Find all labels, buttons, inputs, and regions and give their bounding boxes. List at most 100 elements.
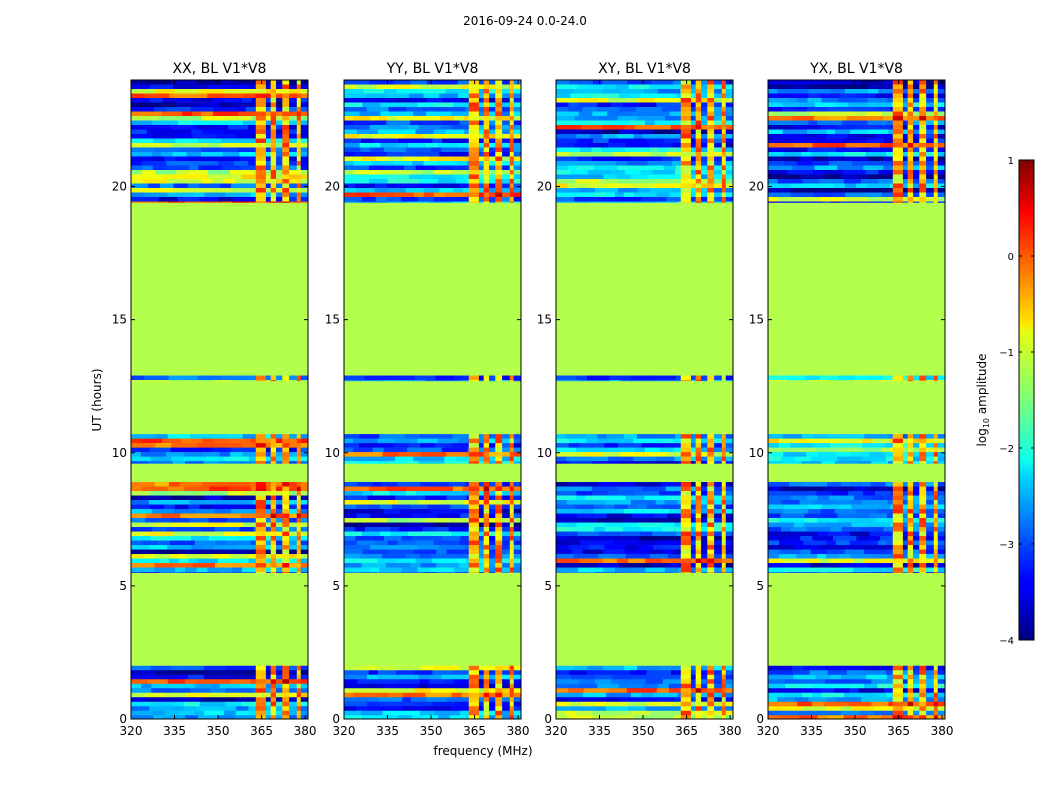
spectrogram-cell xyxy=(366,107,389,112)
spectrogram-cell xyxy=(468,461,470,464)
spectrogram-cell xyxy=(568,679,580,685)
spectrogram-cell xyxy=(206,161,219,166)
rfi-cell xyxy=(706,715,715,719)
spectrogram-cell xyxy=(265,558,271,564)
rfi-cell xyxy=(933,715,939,719)
rfi-cell xyxy=(281,174,290,180)
rfi-cell xyxy=(695,170,702,175)
rfi-cell xyxy=(706,670,715,676)
spectrogram-cell xyxy=(725,545,733,550)
spectrogram-cell xyxy=(664,443,682,448)
spectrogram-cell xyxy=(430,674,442,680)
spectrogram-cell xyxy=(489,80,496,85)
spectrogram-cell xyxy=(861,456,887,462)
spectrogram-cell xyxy=(489,504,496,510)
spectrogram-cell xyxy=(714,192,722,198)
spectrogram-cell xyxy=(245,549,257,555)
rfi-cell xyxy=(695,120,702,126)
spectrogram-cell xyxy=(556,692,566,698)
spectrogram-cell xyxy=(701,120,708,126)
spectrogram-cell xyxy=(603,549,625,555)
rfi-cell xyxy=(907,522,914,528)
spectrogram-cell xyxy=(196,80,222,85)
rfi-cell xyxy=(918,710,927,716)
spectrogram-cell xyxy=(131,572,143,573)
spectrogram-cell xyxy=(623,201,634,203)
rfi-cell xyxy=(468,482,480,487)
spectrogram-cell xyxy=(219,147,238,153)
spectrogram-cell xyxy=(192,98,214,103)
spectrogram-cell xyxy=(701,98,708,103)
spectrogram-cell xyxy=(843,197,869,202)
spectrogram-cell xyxy=(141,486,169,492)
rfi-cell xyxy=(918,380,927,382)
spectrogram-cell xyxy=(790,183,810,189)
spectrogram-cell xyxy=(807,84,823,90)
rfi-cell xyxy=(721,549,727,555)
rfi-cell xyxy=(494,563,503,568)
spectrogram-cell xyxy=(451,125,463,130)
spectrogram-cell xyxy=(370,545,393,550)
spectrogram-cell xyxy=(843,179,862,184)
spectrogram-cell xyxy=(885,549,894,555)
spectrogram-cell xyxy=(489,452,496,457)
spectrogram-cell xyxy=(818,452,837,457)
spectrogram-cell xyxy=(606,434,625,439)
spectrogram-cell xyxy=(622,98,639,103)
spectrogram-cell xyxy=(459,540,470,546)
rfi-cell xyxy=(695,456,702,462)
spectrogram-cell xyxy=(714,138,722,144)
rfi-cell xyxy=(270,540,277,546)
spectrogram-cell xyxy=(890,125,894,130)
spectrogram-cell xyxy=(502,84,510,90)
spectrogram-cell xyxy=(788,84,808,90)
spectrogram-cell xyxy=(585,438,599,444)
spectrogram-cell xyxy=(300,683,308,689)
spectrogram-cell xyxy=(913,197,920,202)
spectrogram-cell xyxy=(502,438,510,444)
spectrogram-cell xyxy=(193,380,205,382)
spectrogram-cell xyxy=(937,152,945,157)
spectrogram-cell xyxy=(167,486,185,492)
spectrogram-cell xyxy=(937,674,945,680)
spectrogram-cell xyxy=(913,554,920,559)
rfi-cell xyxy=(296,129,302,135)
spectrogram-cell xyxy=(674,456,682,462)
spectrogram-cell xyxy=(814,192,834,198)
spectrogram-cell xyxy=(415,558,433,564)
rfi-cell xyxy=(706,107,715,112)
spectrogram-cell xyxy=(131,710,154,716)
spectrogram-cell xyxy=(725,500,733,505)
spectrogram-cell xyxy=(633,715,645,719)
spectrogram-cell xyxy=(902,380,908,382)
spectrogram-cell xyxy=(835,540,850,546)
spectrogram-cell xyxy=(611,679,622,685)
spectrogram-cell xyxy=(690,513,696,519)
spectrogram-cell xyxy=(225,192,251,198)
spectrogram-cell xyxy=(926,692,934,698)
spectrogram-cell xyxy=(937,116,945,121)
spectrogram-cell xyxy=(196,522,210,528)
spectrogram-cell xyxy=(175,102,197,108)
rfi-cell xyxy=(721,165,727,171)
spectrogram-cell xyxy=(862,438,873,444)
spectrogram-cell xyxy=(913,116,920,121)
spectrogram-cell xyxy=(181,125,198,130)
spectrogram-cell xyxy=(603,84,617,90)
spectrogram-cell xyxy=(701,165,708,171)
spectrogram-cell xyxy=(276,482,283,487)
rfi-cell xyxy=(892,688,904,694)
spectrogram-cell xyxy=(725,683,733,689)
spectrogram-cell xyxy=(513,170,521,175)
spectrogram-cell xyxy=(608,98,623,103)
spectrogram-cell xyxy=(201,527,215,532)
rfi-cell xyxy=(468,509,480,514)
spectrogram-cell xyxy=(926,179,934,184)
rfi-cell xyxy=(296,89,302,94)
spectrogram-cell xyxy=(444,461,469,464)
rfi-cell xyxy=(494,461,503,464)
spectrogram-cell xyxy=(478,710,484,716)
rfi-cell xyxy=(933,447,939,453)
spectrogram-cell xyxy=(369,486,387,492)
rfi-cell xyxy=(892,710,904,716)
